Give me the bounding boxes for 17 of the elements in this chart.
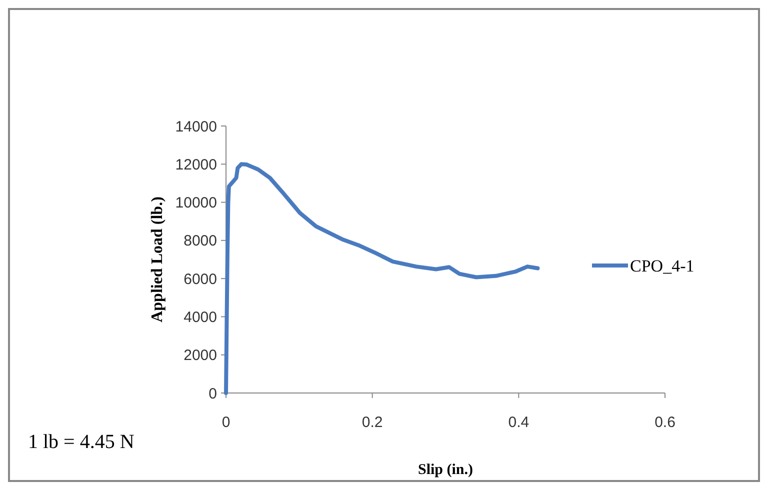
line-series bbox=[224, 162, 540, 395]
x-tick-label: 0.2 bbox=[362, 414, 383, 431]
y-tick-label: 12000 bbox=[175, 156, 217, 174]
x-tick-label: 0.6 bbox=[654, 414, 676, 431]
y-tick-label: 8000 bbox=[184, 232, 217, 250]
x-axis-title: Slip (in.) bbox=[418, 462, 474, 478]
y-tick-label: 10000 bbox=[175, 194, 217, 212]
y-axis-title: Applied Load (lb.) bbox=[149, 196, 166, 322]
x-tick-label: 0.4 bbox=[508, 414, 530, 431]
y-tick-label: 4000 bbox=[184, 308, 217, 326]
y-tick-label: 14000 bbox=[175, 118, 217, 136]
legend-label: CPO_4-1 bbox=[630, 256, 694, 276]
text: 1 lb = 4.45 N bbox=[28, 431, 134, 453]
y-tick-label: 6000 bbox=[184, 270, 217, 288]
y-tick-label: 0 bbox=[208, 385, 217, 402]
y-tick-label: 2000 bbox=[184, 347, 217, 364]
x-tick-label: 0 bbox=[222, 414, 230, 431]
